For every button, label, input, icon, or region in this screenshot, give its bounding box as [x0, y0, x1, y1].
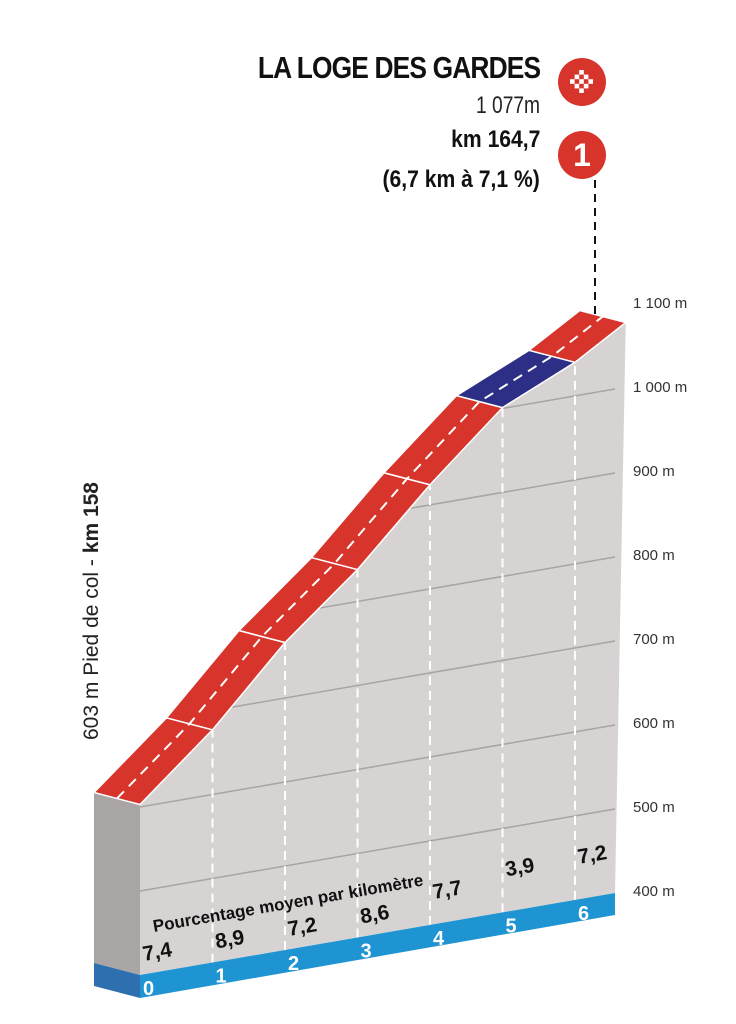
gradient-label: 3,9: [503, 854, 536, 882]
climb-stats: (6,7 km à 7,1 %): [382, 166, 540, 193]
checker-square: [570, 79, 575, 84]
y-tick-label: 500 m: [633, 799, 675, 816]
start-altitude-text: 603 m Pied de col -: [80, 553, 103, 740]
category-badge: [558, 131, 606, 179]
summit-name: LA LOGE DES GARDES: [257, 50, 541, 85]
gradient-label: 7,4: [141, 938, 174, 966]
km-tick-label: 2: [288, 953, 299, 975]
checker-square: [574, 83, 580, 89]
checker-square: [583, 74, 589, 80]
start-km: km 158: [80, 482, 103, 554]
start-label: 603 m Pied de col - km 158: [80, 482, 104, 740]
km-tick-label: 3: [361, 940, 372, 962]
left-face: [94, 792, 140, 975]
checker-square: [579, 70, 584, 75]
gridline: [140, 724, 616, 808]
checker-square: [588, 79, 593, 84]
y-tick-label: 800 m: [633, 547, 675, 564]
gradient-label: 8,6: [358, 901, 391, 929]
checker-square: [579, 88, 584, 93]
road-centerline: [116, 315, 604, 800]
gradient-label: 8,9: [213, 926, 246, 954]
base-band: [140, 893, 615, 998]
y-tick-label: 700 m: [633, 631, 675, 648]
km-tick-label: 1: [216, 965, 227, 987]
gradient-label: 7,7: [431, 876, 464, 904]
y-tick-label: 400 m: [633, 883, 675, 900]
category-number: 1: [573, 137, 591, 173]
gradient-label: 7,2: [286, 913, 319, 941]
km-tick-label: 4: [433, 928, 445, 950]
checker-square: [574, 74, 580, 80]
km-tick-label: 6: [578, 903, 589, 925]
summit-km: km 164,7: [450, 126, 540, 153]
summit-altitude: 1 077m: [475, 92, 540, 119]
gradient-label: 7,2: [576, 841, 609, 869]
gridline: [140, 808, 616, 892]
base-side: [94, 963, 140, 998]
y-tick-label: 1 100 m: [633, 295, 688, 312]
y-tick-label: 600 m: [633, 715, 675, 732]
checker-square: [579, 79, 584, 84]
front-face: [140, 322, 626, 975]
km-tick-label: 5: [506, 915, 517, 937]
y-tick-label: 1 000 m: [633, 379, 688, 396]
checker-square: [583, 83, 589, 89]
y-tick-label: 900 m: [633, 463, 675, 480]
km-tick-label: 0: [143, 978, 154, 1000]
